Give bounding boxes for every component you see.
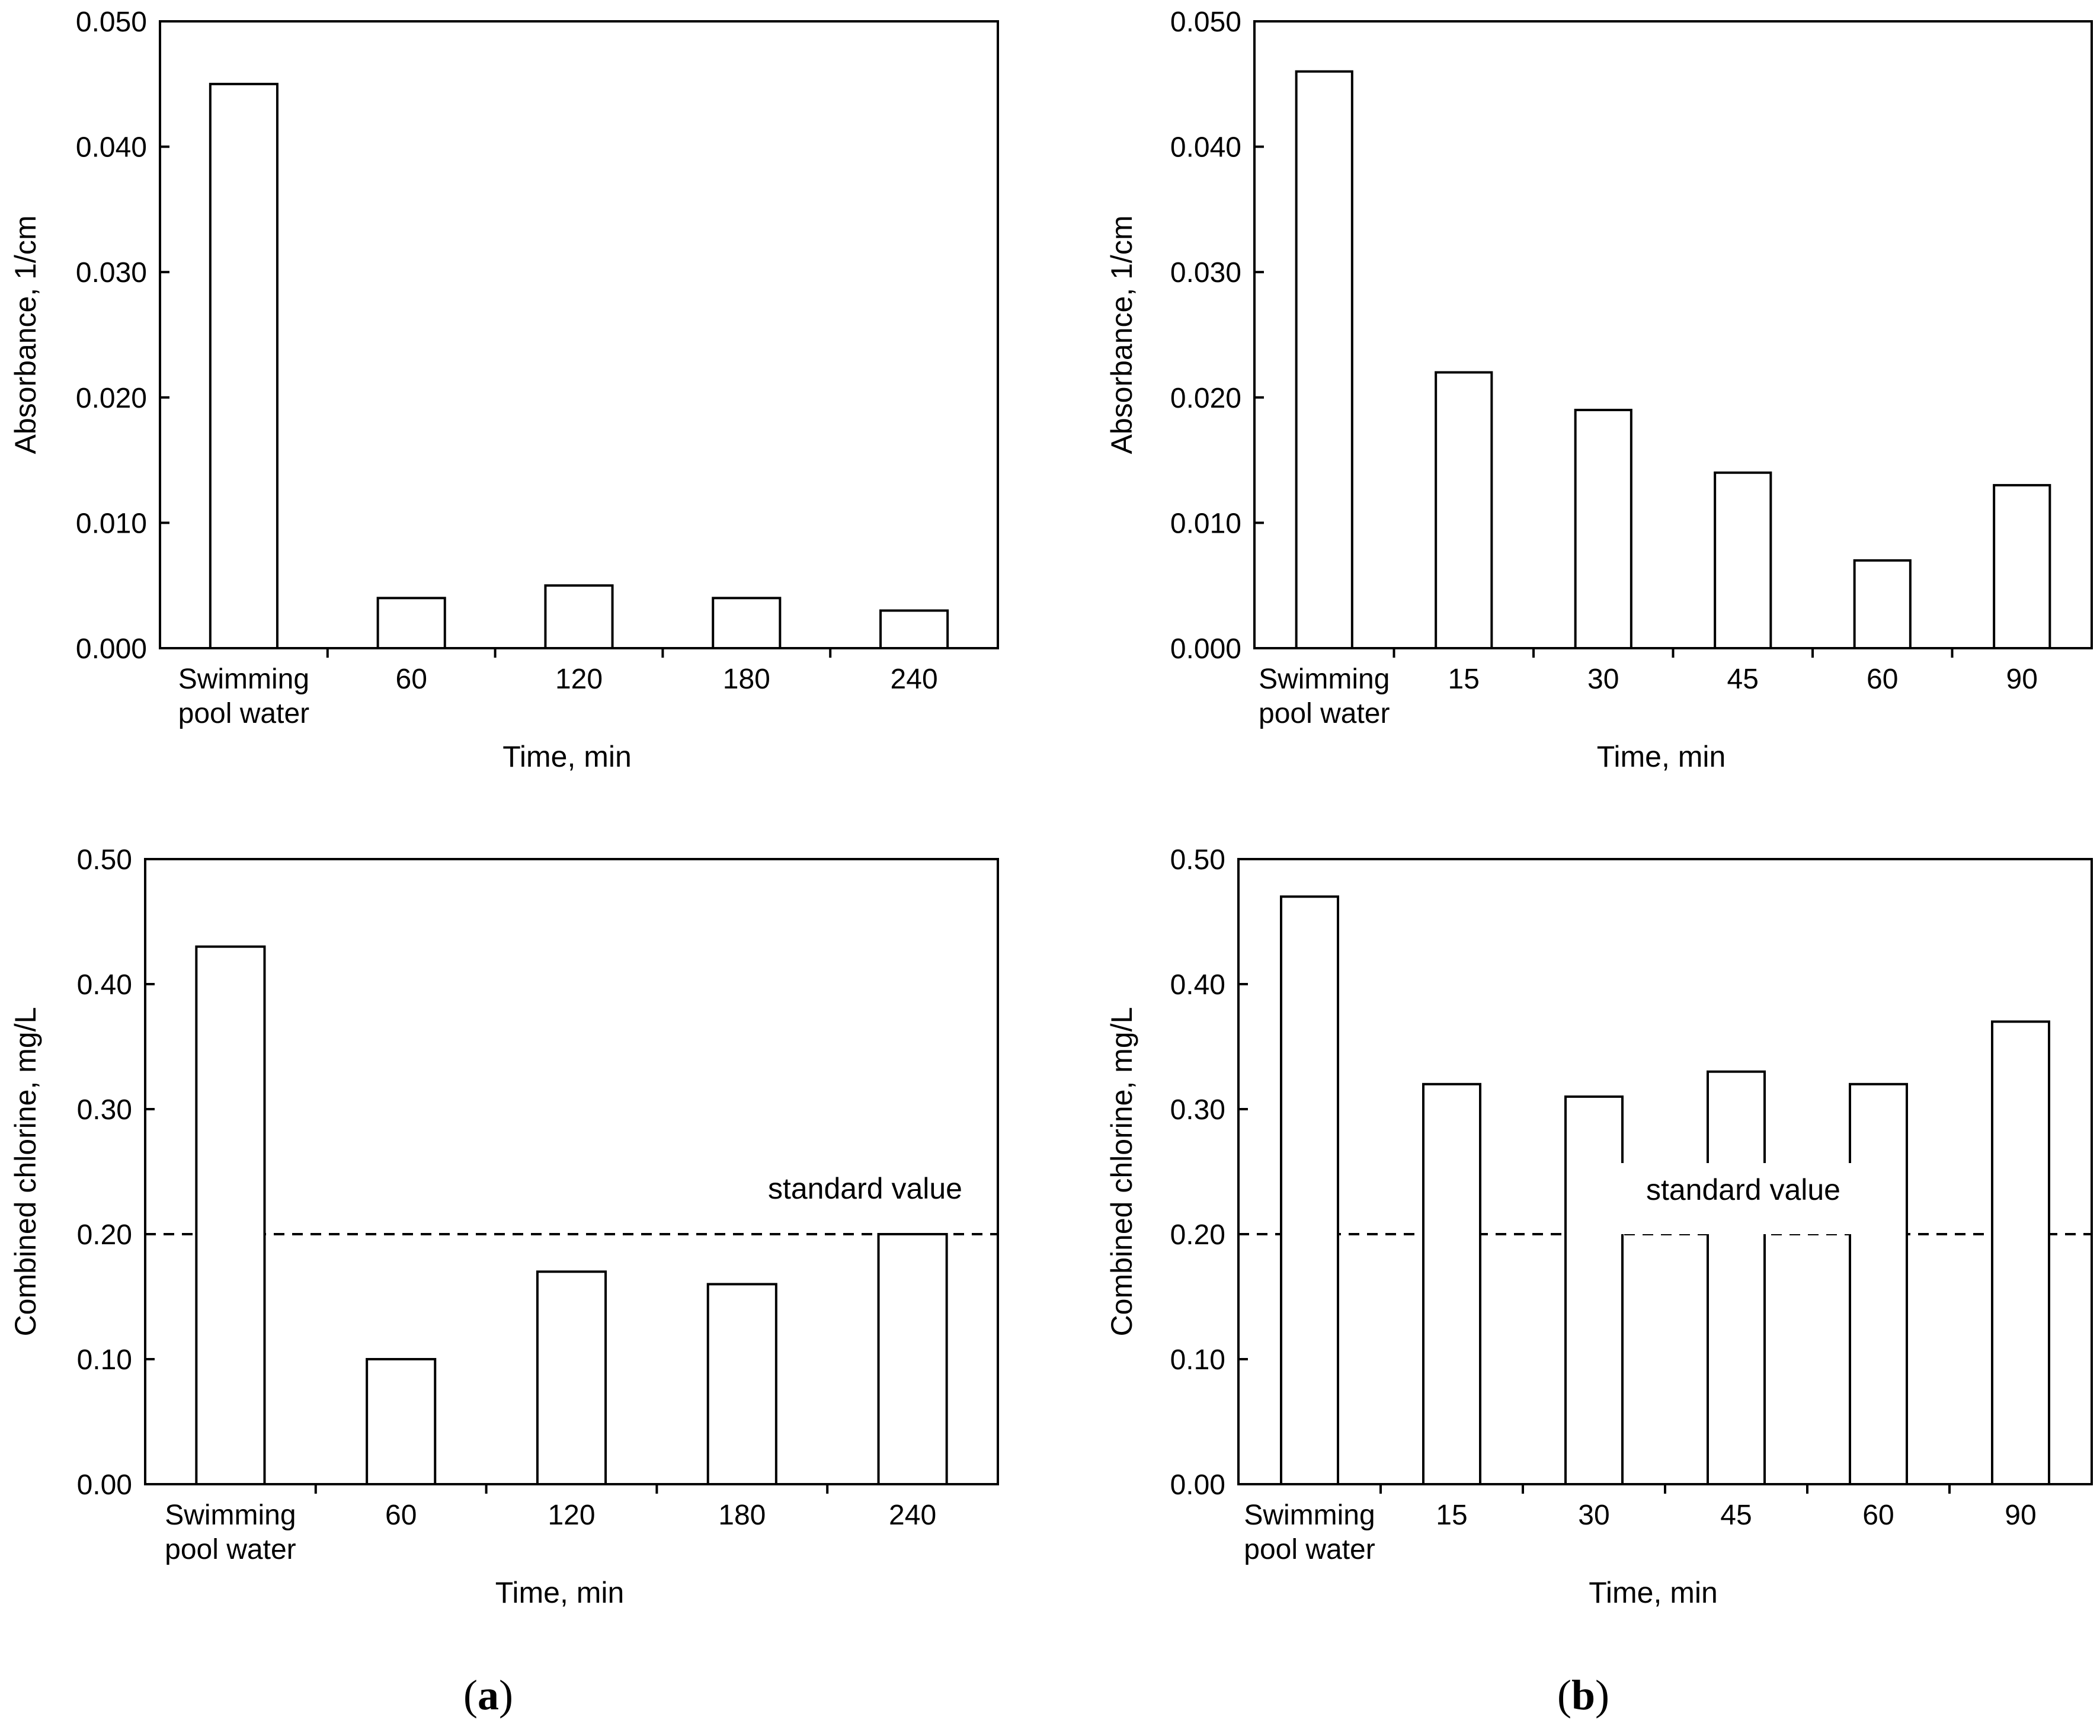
x-category-label: Swimming [178,664,309,695]
x-category-label: 30 [1587,664,1619,695]
x-category-label: 240 [889,1500,936,1531]
y-axis-title: Absorbance, 1/cm [9,216,42,454]
x-category-label: Swimming [1244,1500,1375,1531]
bar [1993,483,2051,649]
panel-label-b: (b) [1557,1671,1609,1719]
plot-frame [1253,20,2093,649]
x-axis-title: Time, min [502,740,632,773]
y-tick-label: 0.20 [1170,1219,1225,1251]
y-tick-label: 0.010 [76,508,147,539]
chart-b-absorbance: 0.000 0.010 0.020 0.030 0.040 0.050 Swimmingpo… [1105,7,2093,773]
y-tick-label: 0.30 [77,1094,132,1126]
y-tick-label: 0.050 [1170,7,1241,38]
y-tick-label: 0.10 [1170,1344,1225,1376]
y-tick-label: 0.10 [77,1344,132,1376]
y-tick-label: 0.000 [1170,633,1241,665]
bar [1280,895,1339,1486]
bar [195,945,266,1485]
x-category-label: pool water [165,1534,296,1565]
reference-label-backdrop [713,1162,962,1233]
x-category-label: 15 [1436,1500,1467,1531]
x-category-label: 120 [555,664,603,695]
x-category-label: 60 [1862,1500,1894,1531]
x-category-label: 90 [2006,664,2038,695]
bar [712,597,782,649]
x-axis-title: Time, min [1589,1576,1718,1609]
x-category-label: pool water [178,698,309,729]
y-tick-label: 0.50 [77,844,132,876]
y-tick-label: 0.40 [77,969,132,1001]
reference-label-backdrop [1619,1163,1868,1234]
x-category-label: 180 [718,1500,766,1531]
x-category-label: Swimming [165,1500,296,1531]
y-tick-label: 0.010 [1170,508,1241,539]
bar [1707,1070,1766,1485]
bar [376,597,446,649]
bar [1714,471,1772,649]
panel-label-a-letter: a [478,1671,499,1719]
y-tick-label: 0.40 [1170,969,1225,1001]
y-tick-label: 0.050 [76,7,147,38]
y-tick-label: 0.000 [76,633,147,665]
x-category-label: Swimming [1259,664,1390,695]
y-tick-label: 0.020 [76,383,147,414]
y-tick-label: 0.30 [1170,1094,1225,1126]
x-category-label: 45 [1727,664,1759,695]
bar [1853,559,1912,649]
bar [1422,1082,1481,1486]
bar [209,82,278,650]
x-category-label: 60 [396,664,427,695]
x-category-label: 60 [1867,664,1898,695]
panel-label-a-close: ) [499,1671,513,1719]
x-axis-title: Time, min [1597,740,1726,773]
y-tick-label: 0.030 [1170,257,1241,289]
y-tick-label: 0.040 [76,132,147,164]
x-category-label: 180 [723,664,770,695]
panel-label-b-letter: b [1571,1671,1595,1719]
panel-label-b-open: ( [1557,1671,1571,1719]
y-tick-label: 0.040 [1170,132,1241,164]
y-tick-label: 0.020 [1170,383,1241,414]
reference-label: standard value [1646,1173,1840,1206]
bar [1295,70,1353,649]
chart-a-absorbance: 0.000 0.010 0.020 0.030 0.040 0.050 Swimmingpo… [9,7,999,773]
y-tick-label: 0.00 [77,1469,132,1501]
y-tick-label: 0.030 [76,257,147,289]
bar [879,609,949,650]
bar [366,1358,437,1485]
bar [1435,371,1493,649]
y-tick-label: 0.00 [1170,1469,1225,1501]
bar [877,1233,948,1485]
bar [1991,1020,2050,1486]
bar [544,584,614,650]
chart-b-combined-chlorine: 0.00 0.10 0.20 0.30 0.40 0.50 standard value Sw… [1105,844,2093,1609]
bar [1849,1082,1908,1486]
y-tick-label: 0.20 [77,1219,132,1251]
x-axis-title: Time, min [495,1576,625,1609]
plot-frame [159,20,999,649]
x-category-label: pool water [1244,1534,1375,1565]
chart-a-combined-chlorine: 0.00 0.10 0.20 0.30 0.40 0.50 standard value Sw… [9,844,999,1609]
x-category-label: 90 [2005,1500,2036,1531]
x-category-label: 240 [891,664,938,695]
reference-label: standard value [768,1172,962,1205]
y-axis-title: Combined chlorine, mg/L [1105,1007,1138,1337]
bar [1574,408,1632,650]
bar [536,1270,607,1486]
x-category-label: 45 [1720,1500,1752,1531]
y-axis-title: Combined chlorine, mg/L [9,1007,42,1337]
x-category-label: 120 [548,1500,595,1531]
panel-label-b-close: ) [1595,1671,1609,1719]
panel-label-a: (a) [463,1671,513,1719]
panel-label-a-open: ( [463,1671,478,1719]
y-tick-label: 0.50 [1170,844,1225,876]
x-category-label: 15 [1448,664,1480,695]
bar [1564,1095,1624,1485]
x-category-label: 30 [1578,1500,1609,1531]
x-category-label: pool water [1259,698,1390,729]
bar [706,1283,777,1485]
y-axis-title: Absorbance, 1/cm [1105,216,1138,454]
x-category-label: 60 [385,1500,417,1531]
